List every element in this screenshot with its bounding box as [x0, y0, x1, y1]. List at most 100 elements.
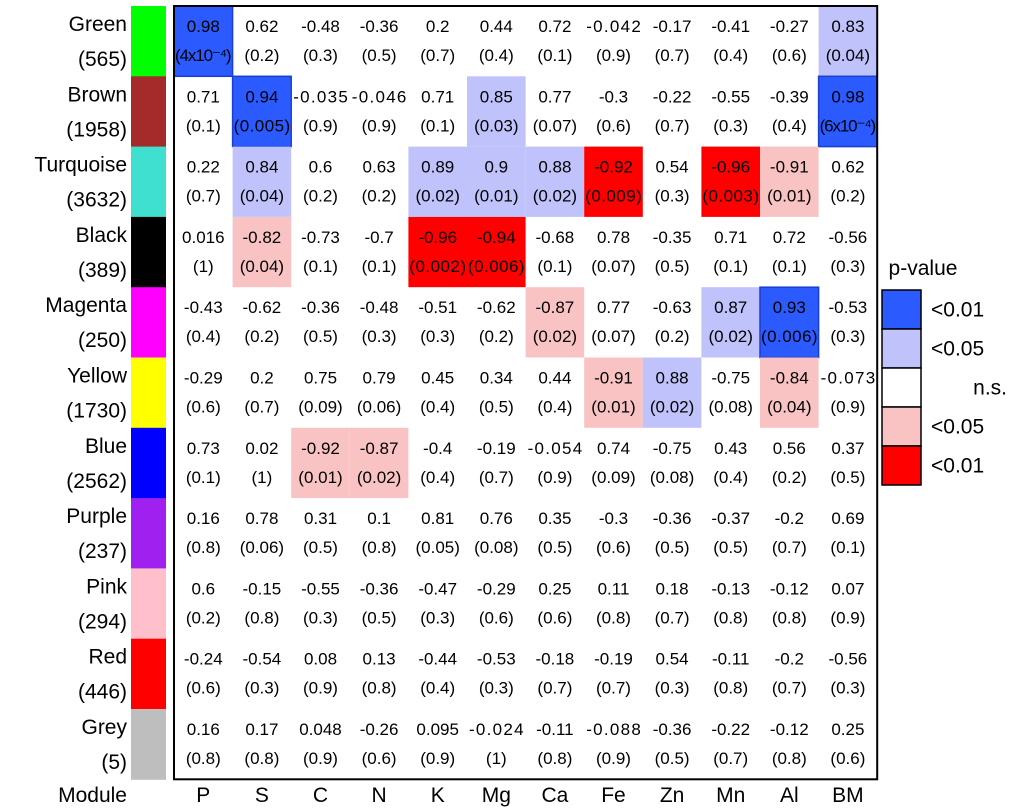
cell-pvalue: (0.1)	[713, 257, 748, 276]
cell-correlation: 0.2	[250, 369, 274, 388]
cell-pvalue: (0.9)	[303, 749, 338, 768]
cell-pvalue: (0.5)	[303, 327, 338, 346]
cell-pvalue: (0.3)	[244, 679, 279, 698]
cell-correlation: 0.45	[421, 369, 454, 388]
cell-pvalue: (0.8)	[772, 749, 807, 768]
cell-correlation: 0.93	[773, 298, 806, 317]
cell-correlation: -0.2	[775, 650, 804, 669]
cell-pvalue: (0.8)	[186, 538, 221, 557]
cell-correlation: 0.71	[187, 87, 220, 106]
heatmap-cell	[173, 5, 234, 78]
cell-correlation: 0.56	[773, 439, 806, 458]
cell-correlation: 0.2	[426, 17, 450, 36]
cell-pvalue: (0.02)	[415, 187, 459, 206]
legend-swatch	[881, 289, 922, 330]
cell-correlation: 0.11	[598, 579, 630, 598]
cell-correlation: 0.78	[245, 509, 278, 528]
cell-pvalue: (0.3)	[479, 679, 514, 698]
cell-pvalue: (0.4)	[420, 398, 455, 417]
cell-correlation: -0.024	[469, 720, 524, 739]
cell-correlation: 0.18	[656, 579, 689, 598]
column-label-s: S	[255, 784, 269, 807]
row-labels: Green (565) Brown (1958) Turquoise (3632) Blac…	[34, 13, 127, 774]
cell-pvalue: (0.7)	[713, 749, 748, 768]
cell-correlation: 0.6	[309, 158, 333, 177]
cell-correlation: 0.88	[656, 369, 689, 388]
cell-pvalue: (0.4)	[186, 327, 221, 346]
cell-pvalue: (0.9)	[830, 608, 865, 627]
cell-correlation: -0.56	[829, 650, 868, 669]
cell-correlation: 0.78	[597, 228, 630, 247]
cell-correlation: -0.27	[770, 17, 809, 36]
cell-pvalue: (0.03)	[474, 116, 518, 135]
cell-correlation: 0.08	[304, 650, 337, 669]
cell-pvalue: (0.6)	[362, 749, 397, 768]
cell-correlation: 0.88	[538, 158, 571, 177]
cell-correlation: 0.1	[367, 509, 391, 528]
cell-pvalue: (0.1)	[830, 538, 865, 557]
row-label-turquoise: Turquoise	[34, 154, 127, 177]
cell-correlation: -0.51	[418, 298, 457, 317]
cell-correlation: -0.63	[653, 298, 692, 317]
cell-correlation: 0.94	[245, 87, 278, 106]
cell-pvalue: (0.1)	[303, 257, 338, 276]
cell-pvalue: (0.7)	[186, 187, 221, 206]
cell-pvalue: (0.04)	[826, 46, 870, 65]
cell-pvalue: (0.7)	[655, 608, 690, 627]
column-label-mg: Mg	[482, 784, 511, 807]
cell-pvalue: (0.3)	[830, 257, 865, 276]
column-label-bm: BM	[832, 784, 864, 807]
legend-swatch	[881, 367, 922, 408]
cell-pvalue: (0.4)	[479, 46, 514, 65]
row-label-brown: Brown	[67, 83, 127, 106]
row-count-brown: (1958)	[66, 118, 127, 141]
cell-correlation: 0.62	[245, 17, 278, 36]
heatmap-cell	[584, 357, 643, 428]
heatmap-cell	[408, 216, 467, 288]
cell-pvalue: (0.8)	[537, 749, 572, 768]
cell-correlation: -0.088	[586, 720, 641, 739]
cell-correlation: -0.44	[418, 650, 457, 669]
cell-correlation: -0.54	[243, 650, 282, 669]
cell-correlation: 0.69	[831, 509, 864, 528]
cell-correlation: -0.96	[418, 228, 457, 247]
cell-pvalue: (0.2)	[655, 327, 690, 346]
module-color-bar-magenta	[131, 287, 166, 358]
heatmap-cell	[701, 287, 760, 358]
cell-pvalue: (0.05)	[415, 538, 459, 557]
cell-pvalue: (0.1)	[186, 468, 221, 487]
row-count-magenta: (250)	[78, 329, 127, 352]
cell-correlation: -0.47	[418, 579, 457, 598]
cell-correlation: 0.6	[191, 579, 215, 598]
cell-correlation: -0.29	[477, 579, 516, 598]
cell-correlation: -0.13	[711, 579, 750, 598]
cell-pvalue: (0.8)	[362, 538, 397, 557]
cell-correlation: -0.054	[528, 439, 583, 458]
cell-correlation: 0.74	[597, 439, 630, 458]
cell-pvalue: (0.02)	[533, 187, 577, 206]
cell-pvalue: (0.04)	[240, 187, 284, 206]
heatmap-cell	[467, 216, 526, 288]
column-label-p: P	[196, 784, 210, 807]
cell-pvalue: (0.4)	[537, 398, 572, 417]
cell-correlation: -0.12	[770, 720, 809, 739]
cell-pvalue: (0.07)	[533, 116, 577, 135]
cell-correlation: -0.7	[364, 228, 393, 247]
cell-correlation: -0.26	[360, 720, 399, 739]
cell-pvalue: (0.5)	[655, 749, 690, 768]
row-count-yellow: (1730)	[66, 400, 127, 423]
cell-correlation: -0.19	[594, 650, 633, 669]
cell-correlation: -0.91	[770, 158, 809, 177]
cell-pvalue: (0.01)	[591, 398, 635, 417]
cell-correlation: 0.72	[538, 17, 571, 36]
module-color-bars	[131, 6, 166, 780]
cell-pvalue: (0.9)	[830, 398, 865, 417]
row-count-blue: (2562)	[66, 470, 127, 493]
cell-pvalue: (0.1)	[537, 46, 572, 65]
heatmap-frame	[173, 5, 879, 781]
cell-pvalue: (0.1)	[362, 257, 397, 276]
heatmap-cell	[232, 146, 292, 217]
module-color-bar-black	[131, 216, 166, 288]
cell-correlation: 0.17	[245, 720, 278, 739]
cell-correlation: -0.62	[477, 298, 516, 317]
